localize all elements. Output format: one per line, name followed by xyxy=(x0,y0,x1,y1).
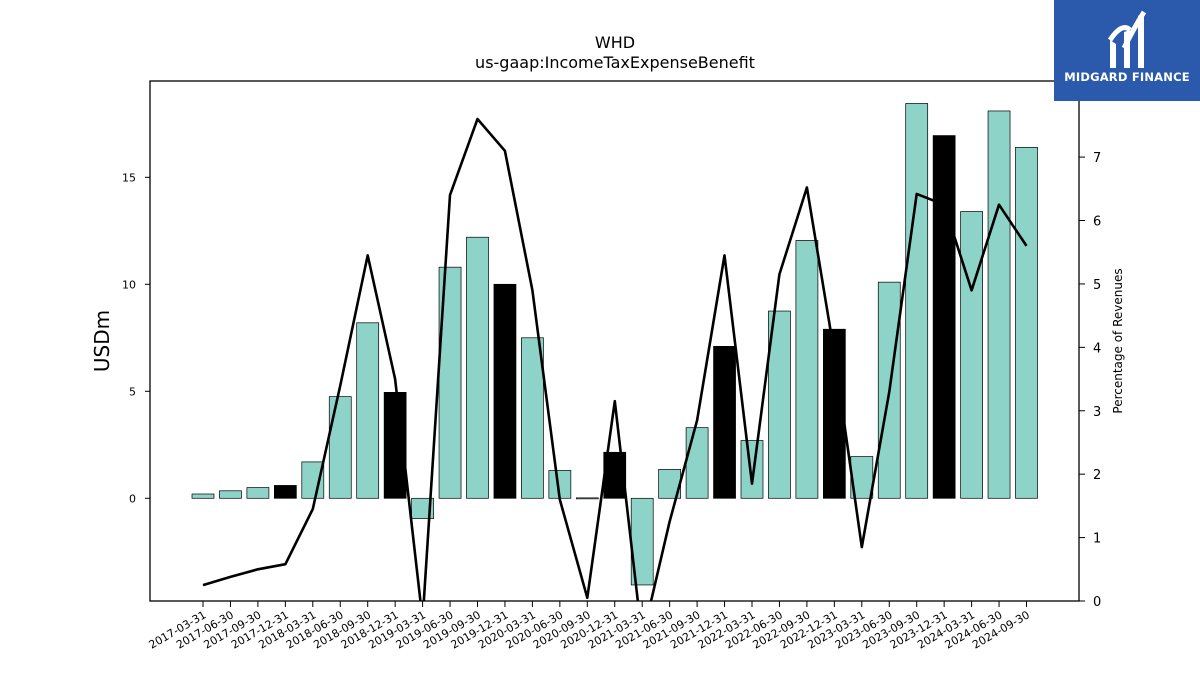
y-tick-label: 5 xyxy=(129,385,136,398)
y2-tick-label: 4 xyxy=(1093,341,1101,356)
bar-2020-09-30 xyxy=(575,497,599,500)
y-tick-label: 0 xyxy=(129,492,136,505)
bar-2022-12-31 xyxy=(822,328,846,499)
brand-logo: MIDGARD FINANCE xyxy=(1054,0,1200,101)
line-percentage-of-revenues xyxy=(202,117,1028,601)
bar-2018-09-30 xyxy=(356,322,380,499)
y2-tick-label: 6 xyxy=(1093,215,1101,230)
bar-2017-06-30 xyxy=(219,490,242,499)
bar-2017-03-31 xyxy=(191,493,215,499)
bar-2017-09-30 xyxy=(246,487,270,499)
line-series xyxy=(202,117,1028,601)
bar-2017-12-31 xyxy=(274,485,297,499)
bar-2023-09-30 xyxy=(905,103,929,499)
y-axis-label: USDm xyxy=(90,310,114,372)
bar-2024-03-31 xyxy=(960,211,983,499)
chart-subtitle: us-gaap:IncomeTaxExpenseBenefit xyxy=(475,53,755,72)
y2-tick-label: 5 xyxy=(1093,278,1101,293)
bar-2022-06-30 xyxy=(768,310,791,499)
brand-logo-text: MIDGARD FINANCE xyxy=(1064,70,1190,84)
bar-2023-12-31 xyxy=(932,135,956,499)
bar-2019-09-30 xyxy=(466,236,489,499)
y2-tick-label: 2 xyxy=(1093,468,1101,483)
bar-2024-09-30 xyxy=(1015,146,1038,499)
y2-tick-label: 0 xyxy=(1093,595,1101,610)
bar-2019-03-31 xyxy=(411,497,434,519)
y2-tick-label: 7 xyxy=(1093,151,1101,166)
bar-2022-03-31 xyxy=(740,440,764,499)
midgard-logo-icon xyxy=(1107,10,1147,68)
x-axis-ticks: 2017-03-312017-06-302017-09-302017-12-31… xyxy=(147,601,1032,652)
right-axis-ticks: 0 1 2 3 4 5 6 7 xyxy=(1079,151,1101,610)
y2-tick-label: 1 xyxy=(1093,532,1101,547)
chart-title: WHD xyxy=(595,33,635,52)
bar-2020-03-31 xyxy=(521,337,544,499)
bar-2018-06-30 xyxy=(328,396,352,499)
bar-2019-12-31 xyxy=(493,283,517,499)
y2-tick-label: 3 xyxy=(1093,405,1101,420)
bar-2021-09-30 xyxy=(685,427,709,499)
bar-2024-06-30 xyxy=(987,110,1011,499)
y-tick-label: 10 xyxy=(122,278,136,291)
left-axis-ticks: 0 5 10 15 xyxy=(122,171,150,505)
y-tick-label: 15 xyxy=(122,171,136,184)
bar-2022-09-30 xyxy=(795,240,819,499)
bar-series xyxy=(191,103,1038,586)
y2-axis-label: Percentage of Revenues xyxy=(1111,268,1125,413)
bar-2021-12-31 xyxy=(713,345,736,499)
